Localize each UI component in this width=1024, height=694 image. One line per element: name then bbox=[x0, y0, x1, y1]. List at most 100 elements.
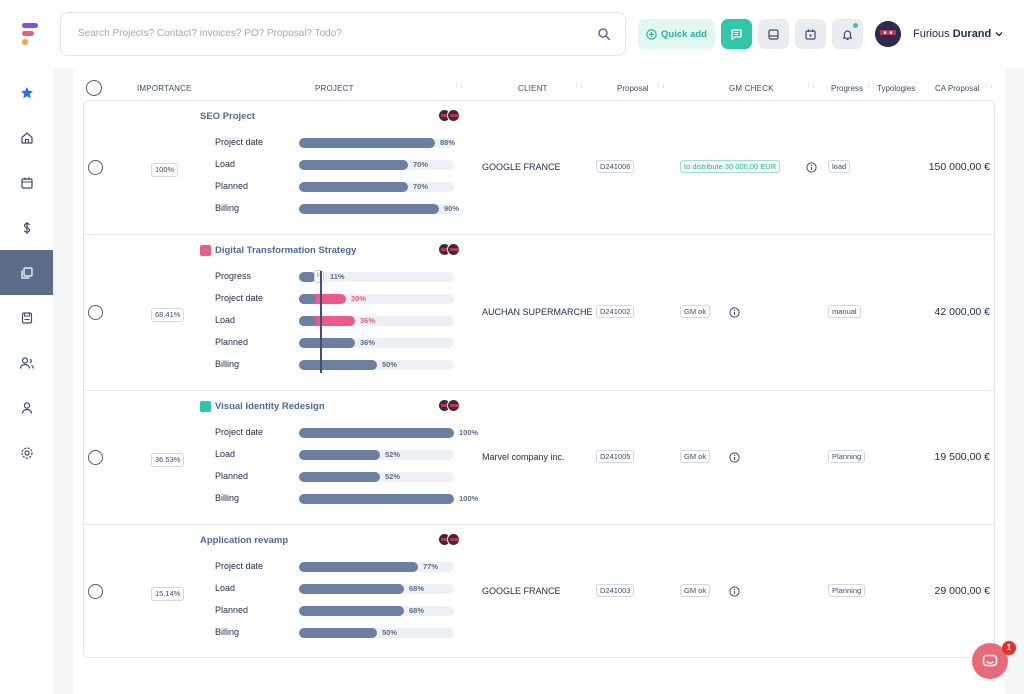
row-checkbox[interactable] bbox=[88, 584, 103, 599]
column-header-typologies[interactable]: Typologies bbox=[877, 84, 916, 93]
progress-mode-badge: Planning bbox=[828, 450, 866, 463]
member-avatar[interactable] bbox=[447, 109, 460, 122]
metric-progress-bar bbox=[299, 316, 454, 326]
metric-progress-bar bbox=[299, 160, 454, 170]
metric-percent: 70% bbox=[413, 160, 429, 169]
client-name[interactable]: GOOGLE FRANCE bbox=[482, 162, 561, 172]
progress-slider-handle[interactable]: III bbox=[314, 270, 324, 283]
column-header-gm-check[interactable]: GM CHECK bbox=[729, 84, 774, 93]
client-name[interactable]: AUCHAN SUPERMARCHE bbox=[482, 307, 593, 317]
messages-button[interactable] bbox=[721, 19, 752, 49]
metric-progress-fill-base bbox=[299, 294, 316, 304]
member-avatar[interactable] bbox=[447, 399, 460, 412]
sidebar-item-calendar[interactable] bbox=[0, 160, 53, 205]
metric-label: Planned bbox=[215, 337, 249, 347]
metric-progress-fill bbox=[299, 182, 408, 192]
table-row[interactable]: 15.14% Application revamp Project date 77%… bbox=[84, 525, 994, 658]
sidebar-item-archive[interactable] bbox=[0, 295, 53, 340]
user-name[interactable]: Furious Durand bbox=[913, 28, 992, 40]
progress-mode-badge: manual bbox=[828, 305, 861, 318]
metric-row: Load 70% bbox=[215, 155, 485, 177]
column-header-proposal[interactable]: Proposal bbox=[617, 84, 649, 93]
project-members[interactable] bbox=[438, 109, 464, 123]
chevron-down-icon[interactable] bbox=[995, 30, 1003, 38]
proposal-code[interactable]: D241002 bbox=[596, 305, 635, 318]
metric-percent: 100% bbox=[459, 494, 479, 503]
sidebar-item-home[interactable] bbox=[0, 115, 53, 160]
column-header-ca-proposal[interactable]: CA Proposal bbox=[935, 84, 980, 93]
project-members[interactable] bbox=[438, 399, 464, 413]
project-title[interactable]: Digital Transformation Strategy bbox=[200, 245, 356, 256]
member-avatar[interactable] bbox=[447, 533, 460, 546]
metric-percent: 68% bbox=[409, 606, 425, 615]
metric-row: Billing 100% bbox=[215, 489, 485, 511]
sidebar bbox=[0, 68, 53, 694]
project-title[interactable]: Visual Identity Redesign bbox=[200, 401, 325, 412]
sidebar-item-profile[interactable] bbox=[0, 385, 53, 430]
project-title[interactable]: SEO Project bbox=[200, 111, 255, 122]
table-row[interactable]: 100% SEO Project Project date 88% Load 70% Pl… bbox=[84, 101, 994, 235]
proposal-code[interactable]: D241003 bbox=[596, 584, 635, 597]
sidebar-item-contacts[interactable] bbox=[0, 340, 53, 385]
calendar-button[interactable] bbox=[795, 19, 826, 49]
proposal-code[interactable]: D241005 bbox=[596, 450, 635, 463]
row-checkbox[interactable] bbox=[88, 160, 103, 175]
info-icon[interactable] bbox=[729, 586, 740, 597]
metric-progress-fill bbox=[299, 160, 408, 170]
project-title[interactable]: Application revamp bbox=[200, 535, 288, 546]
chat-icon bbox=[731, 28, 742, 40]
table-row[interactable]: 68.41% Digital Transformation Strategy Pr… bbox=[84, 235, 994, 391]
proposal-code[interactable]: D241006 bbox=[596, 160, 635, 173]
sort-ca-proposal-icon[interactable]: ↑↓ bbox=[985, 83, 994, 90]
member-avatar[interactable] bbox=[447, 243, 460, 256]
info-icon[interactable] bbox=[729, 307, 740, 318]
metric-label: Planned bbox=[215, 605, 249, 615]
client-name[interactable]: GOOGLE FRANCE bbox=[482, 586, 561, 596]
metric-percent: 50% bbox=[382, 360, 398, 369]
column-header-client[interactable]: CLIENT bbox=[518, 84, 548, 93]
quick-add-button[interactable]: Quick add bbox=[638, 19, 715, 49]
sidebar-item-settings[interactable] bbox=[0, 430, 53, 475]
sidebar-item-finance[interactable] bbox=[0, 205, 53, 250]
row-checkbox[interactable] bbox=[88, 305, 103, 320]
column-header-project[interactable]: PROJECT bbox=[315, 84, 354, 93]
project-members[interactable] bbox=[438, 533, 464, 547]
metric-progress-fill bbox=[299, 584, 404, 594]
column-header-progress[interactable]: Progress bbox=[831, 84, 864, 93]
progress-mode-badge: Planning bbox=[828, 584, 866, 597]
metric-row: Load 52% bbox=[215, 445, 485, 467]
sidebar-item-favorites[interactable] bbox=[0, 70, 53, 115]
settings-icon bbox=[20, 446, 33, 459]
metric-percent: 100% bbox=[459, 428, 479, 437]
notifications-button[interactable] bbox=[832, 19, 863, 49]
metric-progress-fill bbox=[299, 562, 418, 572]
search-input[interactable]: Search Projects? Contact? invoices? PO? … bbox=[78, 28, 342, 39]
client-name[interactable]: Marvel company inc. bbox=[482, 452, 565, 462]
info-icon[interactable] bbox=[806, 162, 817, 173]
row-checkbox[interactable] bbox=[88, 450, 103, 465]
sort-gm-check-icon[interactable]: ↑↓ bbox=[807, 83, 816, 90]
sort-client-icon[interactable]: ↑↓ bbox=[575, 83, 584, 90]
metric-progress-bar bbox=[299, 272, 454, 282]
metric-percent: 77% bbox=[423, 562, 439, 571]
metric-label: Project date bbox=[215, 427, 264, 437]
user-icon bbox=[21, 401, 32, 414]
project-members[interactable] bbox=[438, 243, 464, 257]
inbox-button[interactable] bbox=[758, 19, 789, 49]
column-header-importance[interactable]: IMPORTANCE bbox=[137, 84, 192, 93]
metric-row: Load 68% bbox=[215, 579, 485, 601]
select-all-checkbox[interactable] bbox=[86, 80, 102, 96]
sort-project-icon[interactable]: ↑↓ bbox=[455, 83, 464, 90]
table-row[interactable]: 36.53% Visual Identity Redesign Project d… bbox=[84, 391, 994, 525]
user-avatar[interactable] bbox=[875, 21, 901, 47]
sort-progress-icon[interactable]: ↑↓ bbox=[867, 83, 876, 90]
metric-progress-fill bbox=[299, 360, 377, 370]
global-search[interactable]: Search Projects? Contact? invoices? PO? … bbox=[60, 12, 626, 56]
chat-bubble-icon bbox=[982, 654, 998, 666]
metric-progress-fill bbox=[299, 628, 377, 638]
sidebar-item-projects[interactable] bbox=[0, 250, 53, 295]
sort-proposal-icon[interactable]: ↑↓ bbox=[657, 83, 666, 90]
app-logo[interactable] bbox=[20, 22, 42, 46]
search-icon[interactable] bbox=[597, 27, 611, 41]
info-icon[interactable] bbox=[729, 452, 740, 463]
